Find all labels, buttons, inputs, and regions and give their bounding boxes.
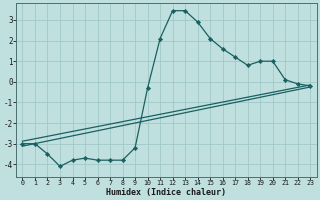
X-axis label: Humidex (Indice chaleur): Humidex (Indice chaleur) bbox=[106, 188, 226, 197]
